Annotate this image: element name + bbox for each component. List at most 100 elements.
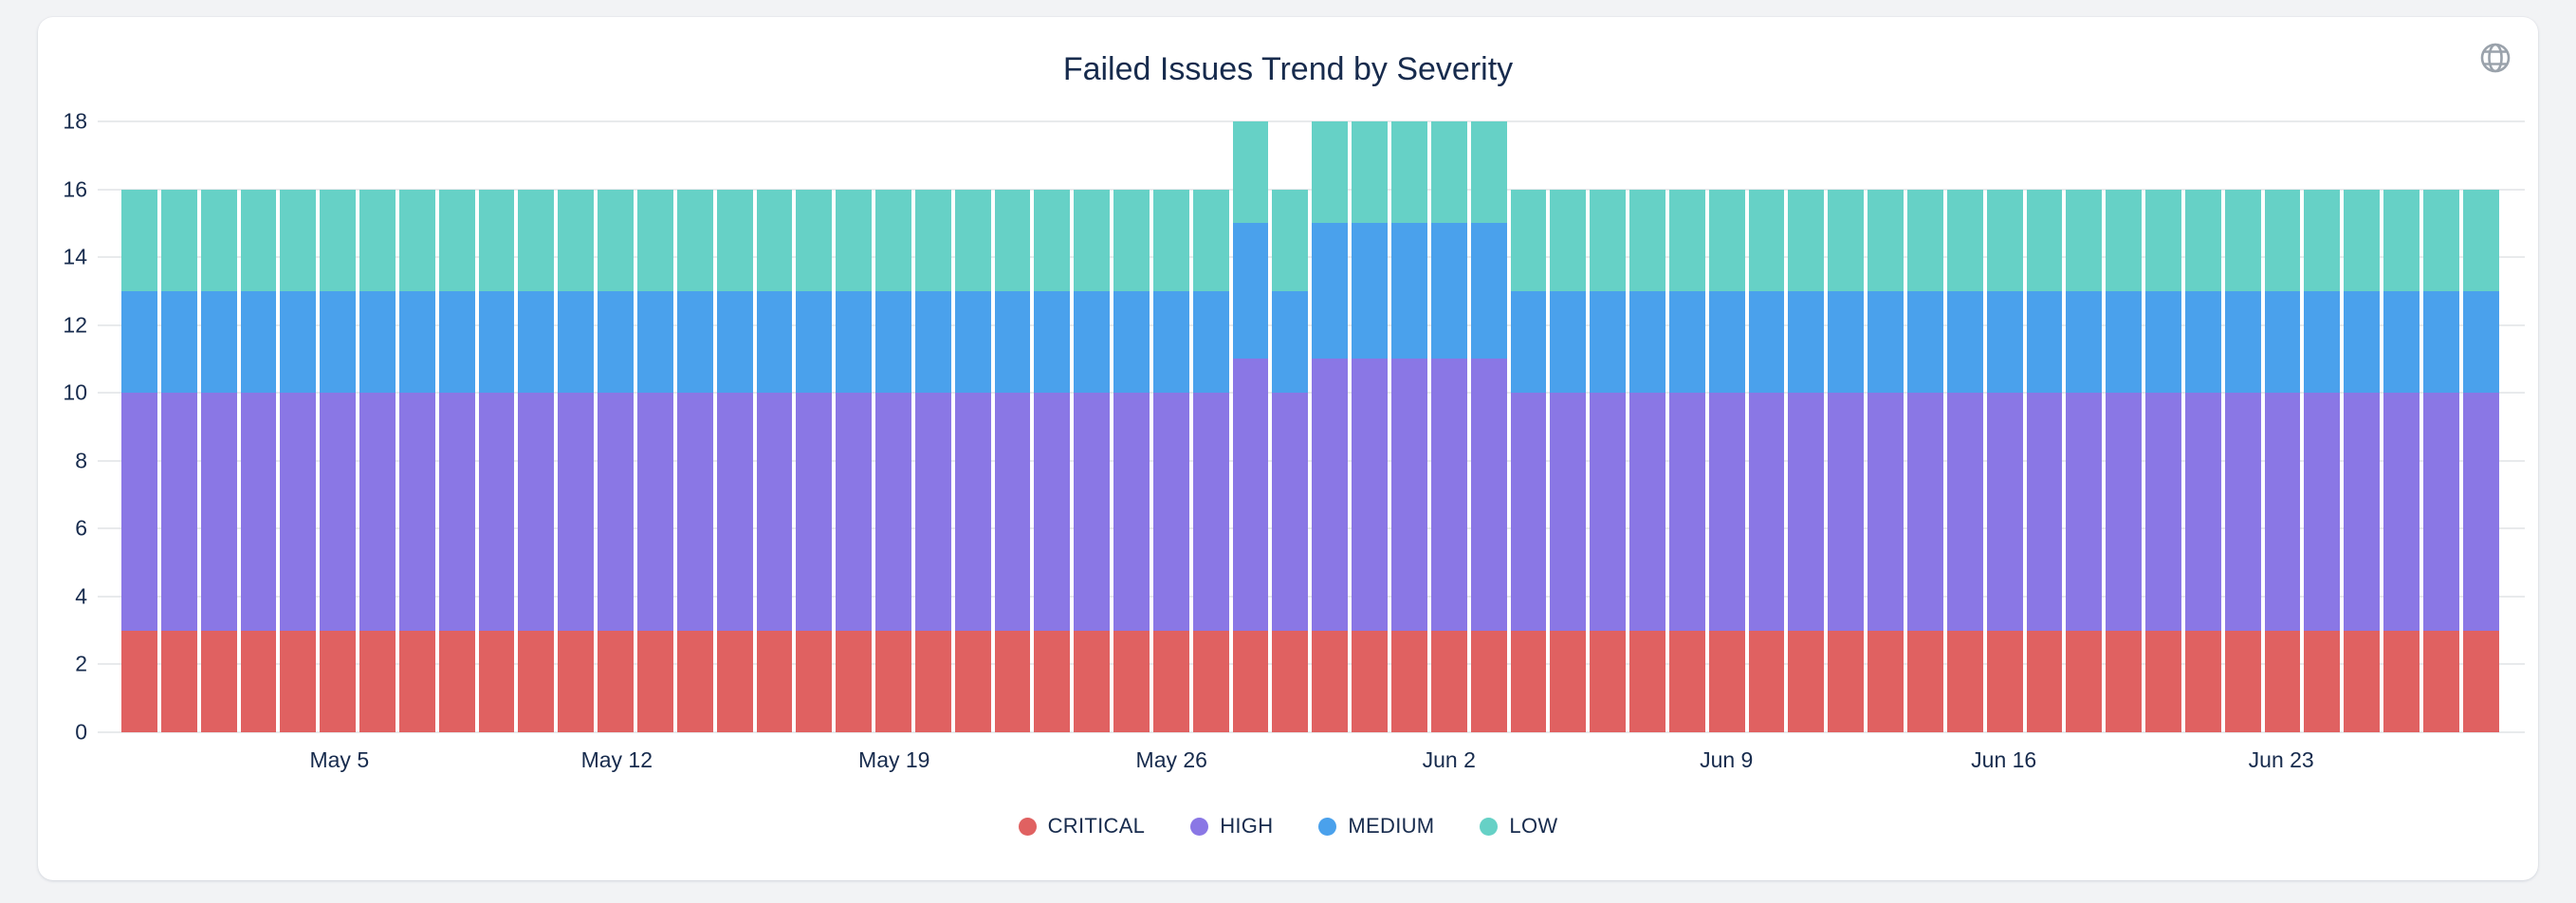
- bar-segment-medium: [2066, 290, 2103, 394]
- bar-column[interactable]: [756, 121, 793, 732]
- bar-column[interactable]: [994, 121, 1031, 732]
- bar-column[interactable]: [954, 121, 991, 732]
- bar-segment-high: [1788, 393, 1825, 631]
- bar-segment-medium: [2383, 290, 2420, 394]
- bar-segment-high: [1391, 359, 1427, 631]
- legend-item-medium[interactable]: MEDIUM: [1318, 814, 1434, 838]
- bar-column[interactable]: [359, 121, 396, 732]
- bar-column[interactable]: [1748, 121, 1785, 732]
- bar-column[interactable]: [160, 121, 197, 732]
- x-tick-label: Jun 2: [1422, 747, 1476, 772]
- bar-column[interactable]: [1034, 121, 1071, 732]
- legend-item-high[interactable]: HIGH: [1190, 814, 1273, 838]
- bar-segment-low: [1668, 189, 1705, 291]
- bar-column[interactable]: [1906, 121, 1943, 732]
- bar-segment-medium: [1946, 290, 1983, 394]
- bar-segment-low: [438, 189, 475, 291]
- bar-column[interactable]: [914, 121, 951, 732]
- bar-segment-critical: [2145, 630, 2181, 732]
- bar-column[interactable]: [240, 121, 277, 732]
- bar-segment-critical: [1470, 630, 1507, 732]
- bar-column[interactable]: [518, 121, 555, 732]
- bar-segment-medium: [954, 290, 991, 394]
- bar-column[interactable]: [836, 121, 873, 732]
- bar-segment-critical: [1828, 630, 1865, 732]
- bar-column[interactable]: [2026, 121, 2063, 732]
- bar-column[interactable]: [2184, 121, 2221, 732]
- bar-column[interactable]: [2145, 121, 2181, 732]
- bar-column[interactable]: [676, 121, 713, 732]
- bar-column[interactable]: [320, 121, 357, 732]
- bar-column[interactable]: [478, 121, 515, 732]
- bar-column[interactable]: [1868, 121, 1904, 732]
- bar-column[interactable]: [1788, 121, 1825, 732]
- bar-column[interactable]: [636, 121, 673, 732]
- bar-column[interactable]: [438, 121, 475, 732]
- bar-column[interactable]: [1986, 121, 2023, 732]
- bar-segment-high: [398, 393, 435, 631]
- bar-column[interactable]: [1946, 121, 1983, 732]
- bar-column[interactable]: [1629, 121, 1665, 732]
- bar-segment-low: [836, 189, 873, 291]
- bar-segment-high: [2422, 393, 2459, 631]
- bar-column[interactable]: [121, 121, 157, 732]
- bar-column[interactable]: [1272, 121, 1309, 732]
- bar-segment-high: [1074, 393, 1111, 631]
- bar-column[interactable]: [2106, 121, 2143, 732]
- bar-segment-medium: [1828, 290, 1865, 394]
- bar-column[interactable]: [1312, 121, 1349, 732]
- bar-column[interactable]: [1391, 121, 1427, 732]
- bar-column[interactable]: [1352, 121, 1388, 732]
- bar-segment-low: [2422, 189, 2459, 291]
- bar-column[interactable]: [200, 121, 237, 732]
- bar-column[interactable]: [1192, 121, 1229, 732]
- bar-column[interactable]: [1828, 121, 1865, 732]
- y-tick-label: 12: [63, 312, 87, 338]
- bar-column[interactable]: [1074, 121, 1111, 732]
- bar-column[interactable]: [1510, 121, 1547, 732]
- bar-segment-critical: [2066, 630, 2103, 732]
- bar-column[interactable]: [2462, 121, 2499, 732]
- bar-segment-low: [2145, 189, 2181, 291]
- bar-column[interactable]: [2066, 121, 2103, 732]
- chart-title: Failed Issues Trend by Severity: [1062, 51, 1514, 87]
- bar-column[interactable]: [1232, 121, 1269, 732]
- bar-segment-high: [1748, 393, 1785, 631]
- bar-column[interactable]: [1708, 121, 1745, 732]
- bar-column[interactable]: [2344, 121, 2381, 732]
- legend-label: CRITICAL: [1047, 814, 1146, 838]
- bar-segment-critical: [1192, 630, 1229, 732]
- bar-segment-medium: [716, 290, 753, 394]
- bar-column[interactable]: [1430, 121, 1467, 732]
- bar-segment-medium: [359, 290, 396, 394]
- bar-segment-medium: [121, 290, 157, 394]
- globe-icon[interactable]: [2477, 40, 2513, 76]
- bar-segment-low: [1629, 189, 1665, 291]
- bar-segment-medium: [1868, 290, 1904, 394]
- bar-column[interactable]: [2422, 121, 2459, 732]
- bar-column[interactable]: [716, 121, 753, 732]
- bar-column[interactable]: [598, 121, 634, 732]
- legend-item-low[interactable]: LOW: [1480, 814, 1557, 838]
- bar-column[interactable]: [1590, 121, 1627, 732]
- bar-column[interactable]: [2264, 121, 2301, 732]
- bar-column[interactable]: [398, 121, 435, 732]
- bar-column[interactable]: [1668, 121, 1705, 732]
- bar-segment-medium: [478, 290, 515, 394]
- bar-column[interactable]: [1113, 121, 1150, 732]
- bar-segment-high: [518, 393, 555, 631]
- bar-segment-low: [1590, 189, 1627, 291]
- legend-item-critical[interactable]: CRITICAL: [1018, 814, 1146, 838]
- bar-column[interactable]: [1470, 121, 1507, 732]
- bar-column[interactable]: [280, 121, 317, 732]
- bar-column[interactable]: [558, 121, 595, 732]
- bar-column[interactable]: [1152, 121, 1189, 732]
- bar-column[interactable]: [796, 121, 833, 732]
- bar-column[interactable]: [2304, 121, 2341, 732]
- bar-column[interactable]: [2383, 121, 2420, 732]
- bar-segment-high: [1192, 393, 1229, 631]
- bar-column[interactable]: [1550, 121, 1587, 732]
- bar-column[interactable]: [875, 121, 911, 732]
- bar-segment-low: [2224, 189, 2261, 291]
- bar-column[interactable]: [2224, 121, 2261, 732]
